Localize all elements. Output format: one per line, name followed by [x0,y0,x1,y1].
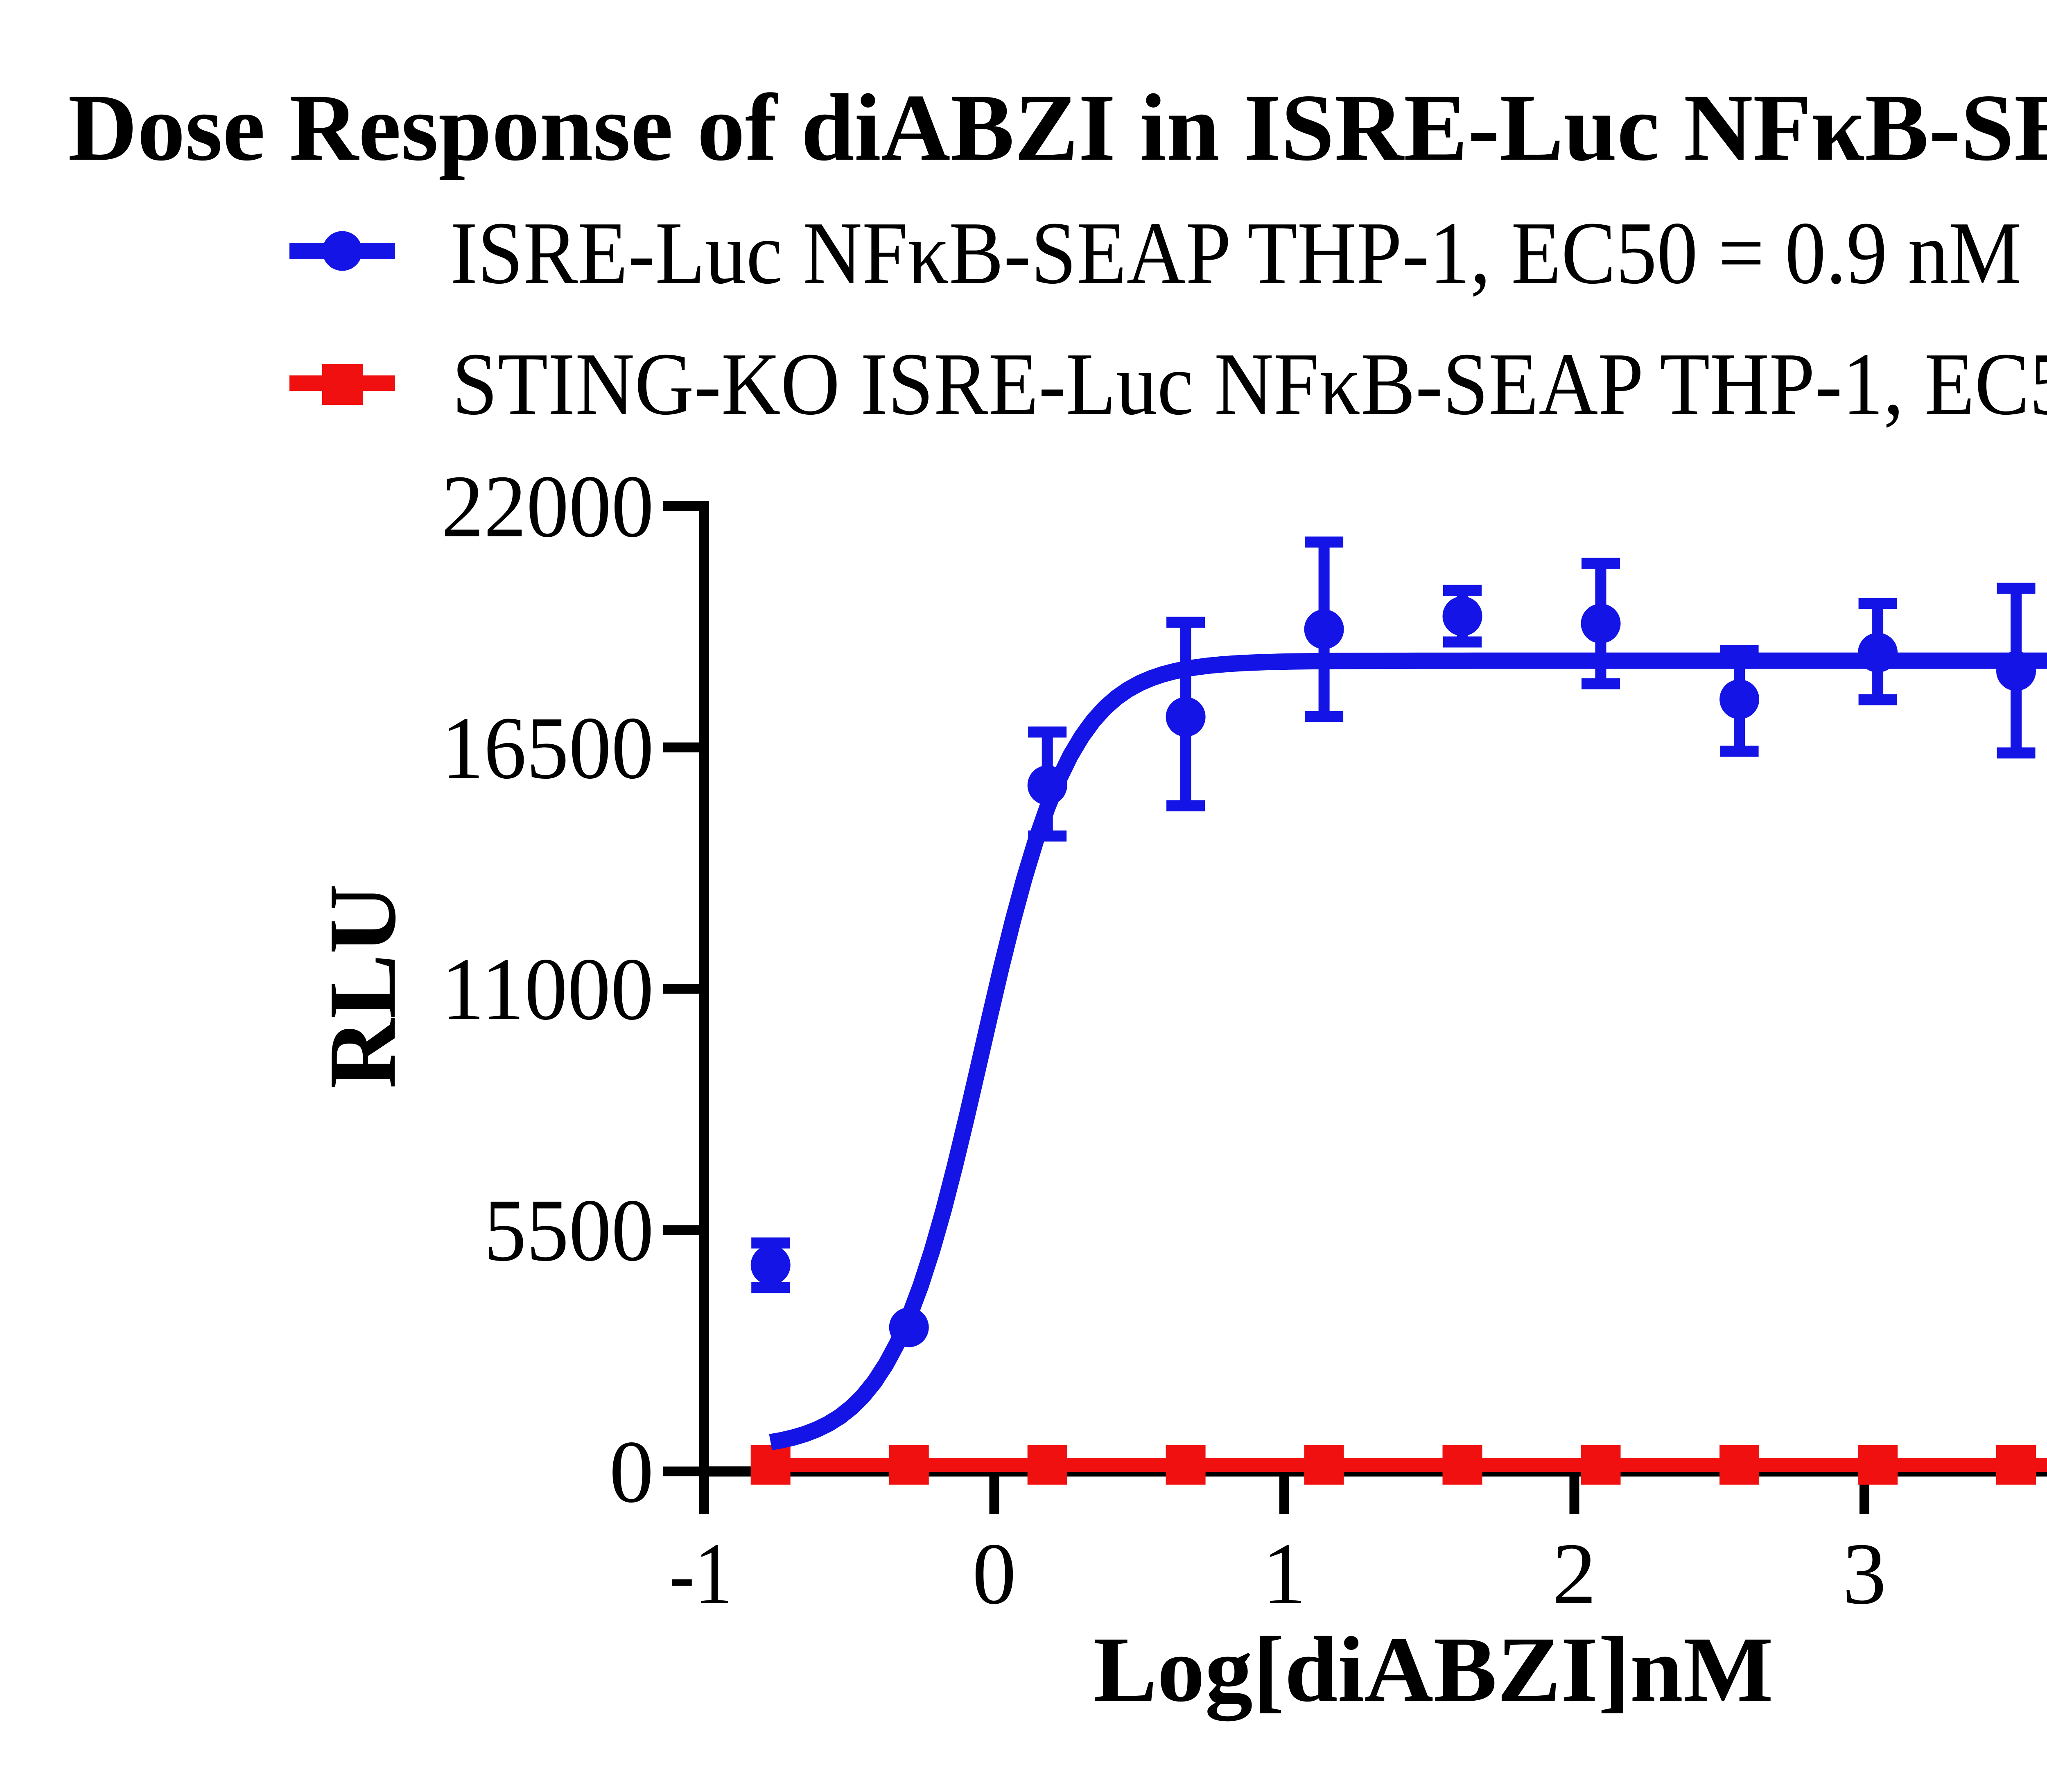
svg-text:0: 0 [972,1525,1017,1623]
svg-text:22000: 22000 [441,457,654,556]
svg-text:Dose Response of diABZI in ISR: Dose Response of diABZI in ISRE-Luc NFκB… [68,74,2047,181]
svg-text:16500: 16500 [441,699,654,798]
svg-text:5500: 5500 [484,1181,654,1280]
svg-text:-1: -1 [669,1525,733,1623]
svg-text:ISRE-Luc NFκB-SEAP THP-1, EC50: ISRE-Luc NFκB-SEAP THP-1, EC50 = 0.9 nM [450,204,2022,303]
svg-text:0: 0 [609,1423,654,1521]
svg-text:RLU: RLU [309,884,416,1089]
svg-text:STING-KO ISRE-Luc NFκB-SEAP TH: STING-KO ISRE-Luc NFκB-SEAP THP-1, EC50 … [452,335,2047,434]
svg-text:11000: 11000 [441,940,654,1039]
svg-text:Log[diABZI]nM: Log[diABZI]nM [1094,1618,1774,1722]
svg-text:2: 2 [1552,1525,1597,1623]
svg-text:3: 3 [1842,1525,1887,1623]
svg-text:1: 1 [1262,1525,1306,1623]
